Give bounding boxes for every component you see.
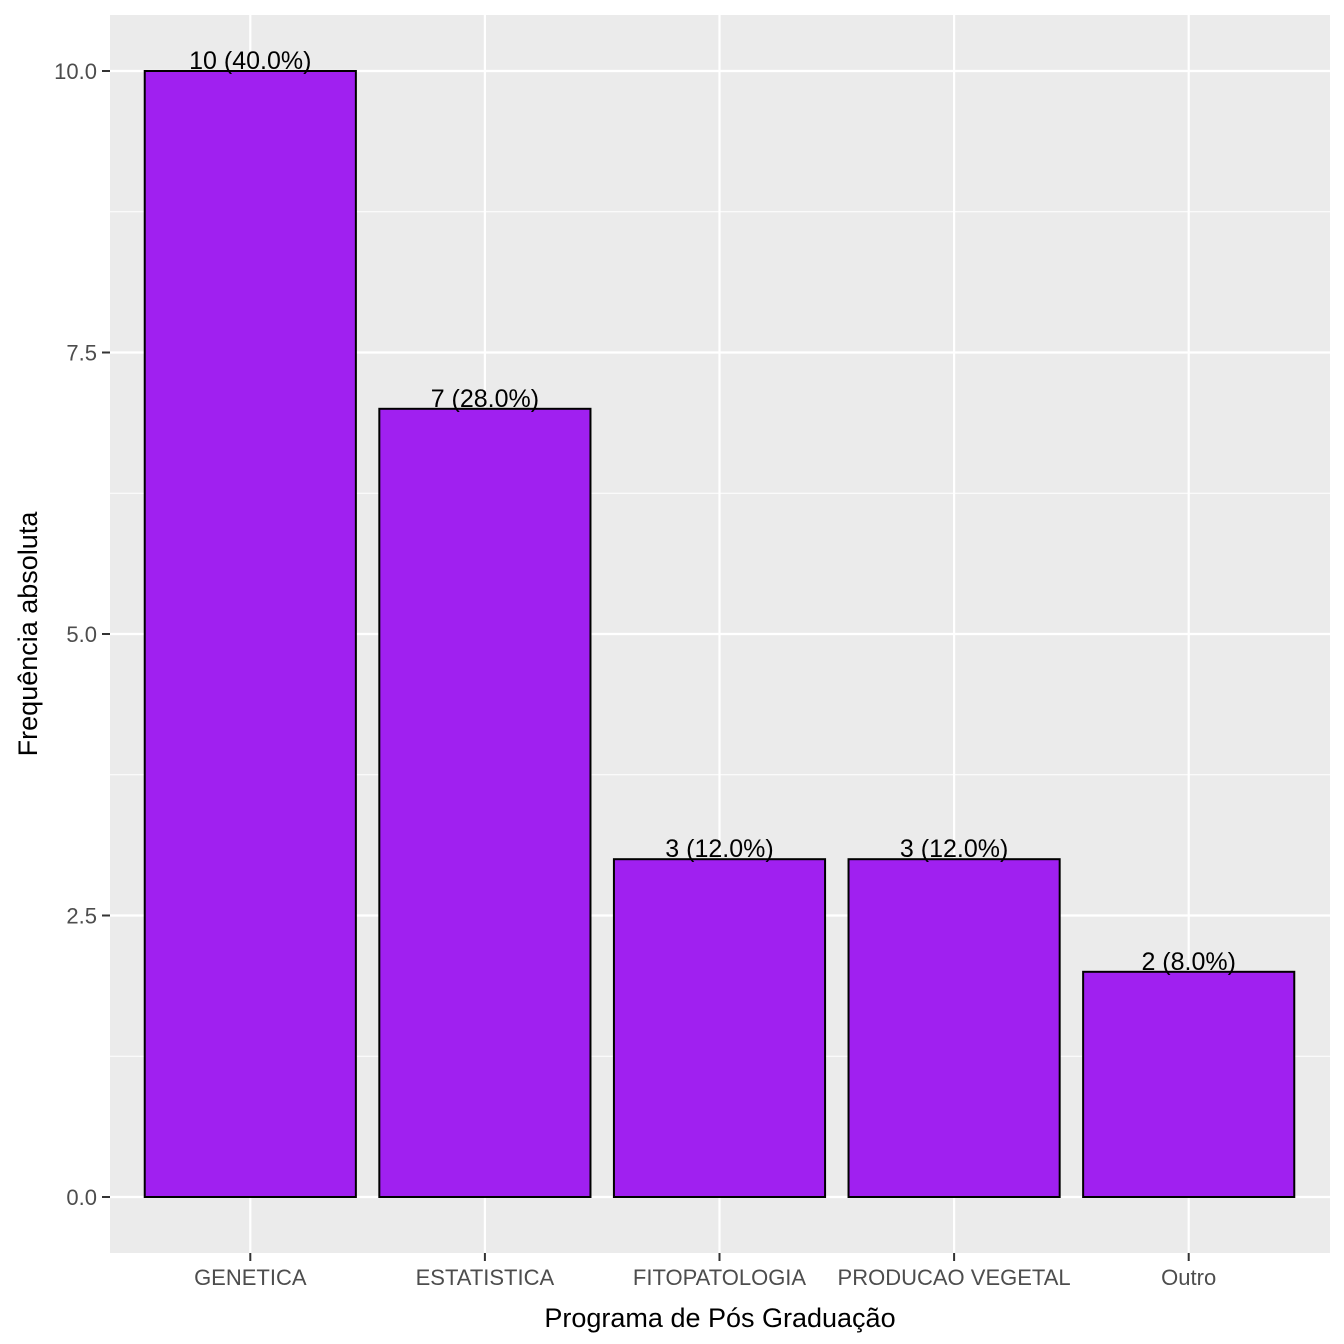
x-tick-label: FITOPATOLOGIA: [633, 1265, 807, 1290]
y-tick-label: 5.0: [66, 622, 97, 647]
x-tick-label: PRODUCAO VEGETAL: [838, 1265, 1071, 1290]
data-labels: 10 (40.0%) 7 (28.0%) 3 (12.0%) 3 (12.0%) 2 (…: [189, 47, 1236, 976]
x-axis-title: Programa de Pós Graduação: [544, 1303, 895, 1333]
y-tick-label: 2.5: [66, 904, 97, 929]
y-tick-label: 0.0: [66, 1185, 97, 1210]
y-tick-label: 7.5: [66, 341, 97, 366]
bar-estatistica: [378, 407, 592, 1198]
data-label: 7 (28.0%): [431, 385, 539, 413]
y-axis: 0.0 2.5 5.0 7.5 10.0: [54, 59, 110, 1210]
data-label: 3 (12.0%): [900, 835, 1008, 863]
bar-outro: [1082, 970, 1296, 1198]
data-label: 10 (40.0%): [189, 47, 311, 75]
x-tick-label: Outro: [1161, 1265, 1216, 1290]
bars: [143, 70, 1296, 1198]
data-label: 2 (8.0%): [1141, 948, 1235, 976]
bar-genetica: [143, 70, 357, 1198]
data-label: 3 (12.0%): [665, 835, 773, 863]
bar-fitopatologia: [612, 858, 827, 1198]
x-axis: GENETICA ESTATISTICA FITOPATOLOGIA PRODUCAO…: [194, 1253, 1216, 1290]
x-tick-label: ESTATISTICA: [416, 1265, 555, 1290]
x-tick-label: GENETICA: [194, 1265, 307, 1290]
y-tick-label: 10.0: [54, 59, 97, 84]
bar-producao-vegetal: [847, 858, 1061, 1198]
y-axis-title: Frequência absoluta: [13, 511, 43, 757]
